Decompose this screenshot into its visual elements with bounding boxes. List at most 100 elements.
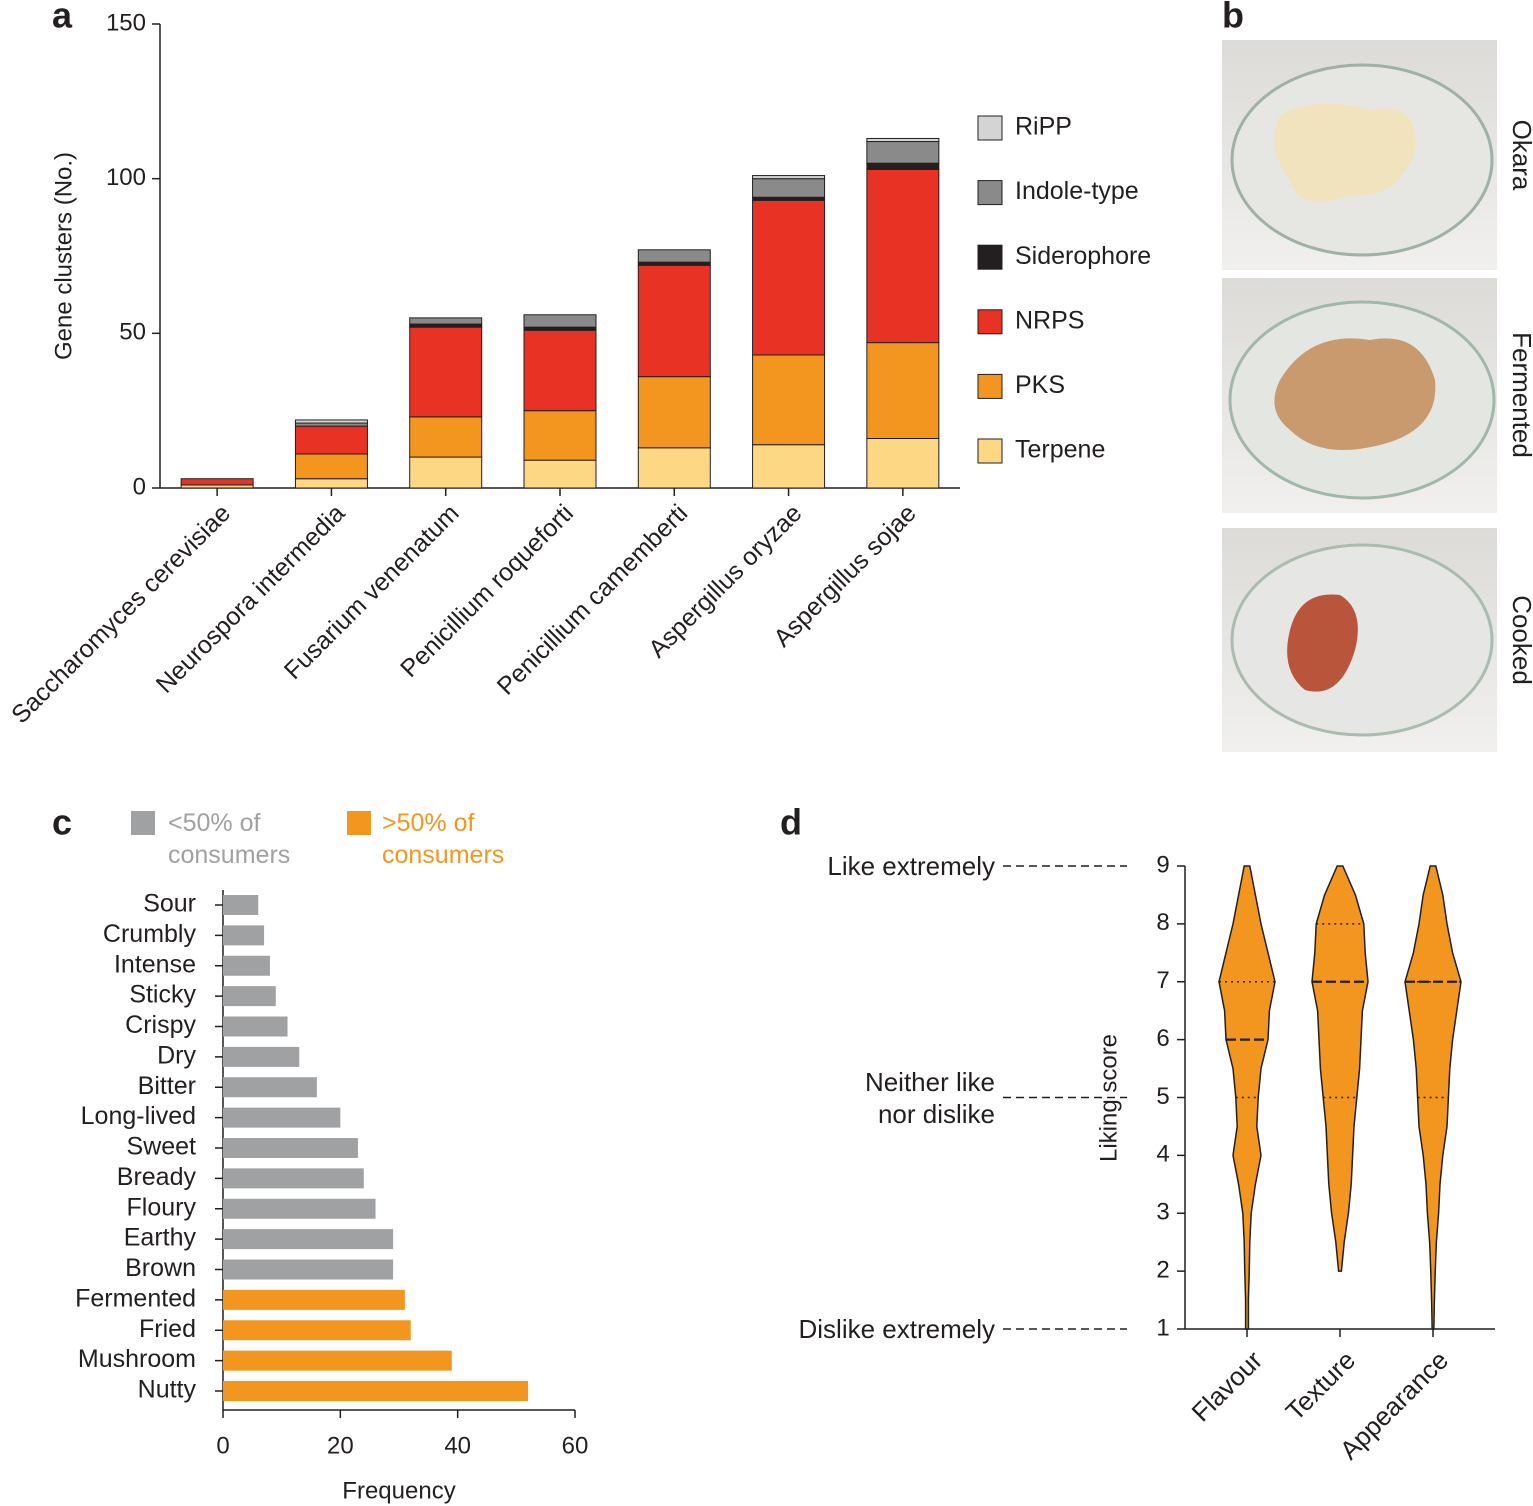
photo-caption: Okara <box>1507 120 1533 191</box>
y-tick-label: 0 <box>133 473 146 500</box>
y-axis-label: Gene clusters (No.) <box>50 152 77 360</box>
legend-swatch <box>977 373 1003 399</box>
bar-segment <box>409 416 483 458</box>
y-tick-label: Dry <box>157 1041 196 1069</box>
x-tick-label: 20 <box>327 1432 354 1459</box>
y-tick-label: 8 <box>1156 909 1169 936</box>
photo-caption: Cooked <box>1507 595 1533 685</box>
bar-segment <box>866 342 940 440</box>
y-tick-label: Sweet <box>127 1133 197 1161</box>
y-tick-label: 1 <box>1156 1314 1169 1341</box>
y-tick-label: Sticky <box>129 981 196 1009</box>
annotation: Neither like nor dislike <box>864 1066 995 1129</box>
y-tick-label: Brown <box>125 1254 196 1282</box>
bar-segment <box>752 354 826 446</box>
y-tick-label: Nutty <box>138 1376 197 1404</box>
bar-segment <box>866 141 940 164</box>
legend-swatch <box>977 438 1003 464</box>
y-tick-label: Fermented <box>75 1284 196 1312</box>
x-tick-label: Saccharomyces cerevisiae <box>6 499 236 729</box>
bar <box>223 1107 341 1128</box>
bar-segment <box>866 137 940 143</box>
bar-segment <box>752 178 826 198</box>
bar-segment <box>866 162 940 170</box>
bar-segment <box>637 264 711 378</box>
bar <box>223 1138 358 1158</box>
bar <box>223 1289 405 1310</box>
legend-swatch <box>977 244 1003 270</box>
x-tick-label: 60 <box>562 1432 589 1459</box>
y-tick-label: Long-lived <box>81 1102 196 1130</box>
y-tick-label: Sour <box>143 890 196 918</box>
bar-segment <box>523 329 597 412</box>
photo <box>1222 528 1497 752</box>
photo <box>1222 40 1497 270</box>
y-tick-label: Bready <box>117 1163 197 1191</box>
legend-label: PKS <box>1015 371 1065 399</box>
bar-segment <box>752 199 826 356</box>
y-tick-label: 50 <box>119 319 146 346</box>
bar-segment <box>409 317 483 325</box>
bar-segment <box>752 175 826 180</box>
bar <box>223 1168 364 1189</box>
legend-swatch <box>131 811 155 835</box>
y-tick-label: Intense <box>114 950 196 978</box>
y-tick-label: 2 <box>1156 1256 1169 1283</box>
legend-label: Siderophore <box>1015 242 1151 270</box>
bar-segment <box>180 478 254 486</box>
bar-segment <box>409 456 483 489</box>
y-tick-label: Crispy <box>125 1011 196 1039</box>
annotation: Dislike extremely <box>798 1314 996 1344</box>
bar-segment <box>294 425 368 455</box>
annotation: Like extremely <box>827 851 995 881</box>
bar-segment <box>866 438 940 489</box>
x-tick-label: Neurospora intermedia <box>151 499 351 699</box>
legend-swatch <box>347 811 371 835</box>
photo-caption: Fermented <box>1507 332 1533 458</box>
y-tick-label: Mushroom <box>78 1345 196 1373</box>
y-tick-label: Fried <box>139 1315 196 1343</box>
x-tick-label: 40 <box>444 1432 471 1459</box>
bar <box>223 925 265 946</box>
panel-label: d <box>780 802 802 843</box>
y-tick-label: Crumbly <box>103 920 197 948</box>
y-tick-label: 9 <box>1156 851 1169 878</box>
y-tick-label: Earthy <box>124 1224 197 1252</box>
legend-swatch <box>977 115 1003 141</box>
violin <box>1404 865 1462 1330</box>
y-tick-label: 6 <box>1156 1025 1169 1052</box>
y-tick-label: Floury <box>127 1193 197 1221</box>
bar <box>223 1016 288 1037</box>
bar-segment <box>523 314 597 328</box>
y-tick-label: 4 <box>1156 1141 1169 1168</box>
bar-segment <box>294 478 368 489</box>
y-tick-label: 5 <box>1156 1083 1169 1110</box>
legend-swatch <box>977 309 1003 335</box>
bar-segment <box>637 249 711 263</box>
bar-segment <box>637 376 711 449</box>
y-tick-label: 100 <box>106 164 146 191</box>
y-tick-label: 3 <box>1156 1199 1169 1226</box>
bar-segment <box>866 168 940 344</box>
y-tick-label: Bitter <box>138 1072 196 1100</box>
x-tick-label: Penicillium camemberti <box>492 499 694 701</box>
bar-segment <box>294 453 368 480</box>
legend-label: Terpene <box>1015 436 1105 464</box>
x-tick-label: Texture <box>1280 1345 1362 1427</box>
y-tick-label: 150 <box>106 9 146 36</box>
bar <box>223 1350 452 1371</box>
panel-label: a <box>52 0 73 36</box>
bar <box>223 1077 317 1098</box>
bar <box>223 1046 300 1067</box>
bar-segment <box>523 410 597 461</box>
violin <box>1218 865 1276 1330</box>
bar-segment <box>523 459 597 489</box>
bar <box>223 1198 376 1219</box>
bar <box>223 1229 394 1250</box>
bar <box>223 895 259 915</box>
y-tick-label: 7 <box>1156 967 1169 994</box>
bar <box>223 1320 411 1341</box>
bar-segment <box>294 419 368 424</box>
bar-segment <box>752 444 826 489</box>
